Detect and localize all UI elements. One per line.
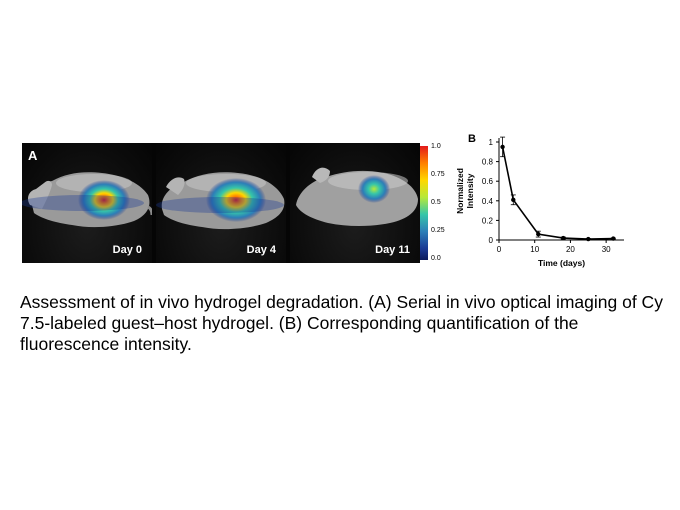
- mouse-tail: [147, 205, 152, 216]
- panel-a-letter: A: [28, 148, 38, 163]
- colorbar-tick-075: 0.75: [431, 171, 445, 178]
- mouse-day-11-svg: [296, 167, 418, 226]
- colorbar-tick-max: 1.0: [431, 143, 441, 150]
- x-tick-label: 30: [602, 245, 611, 254]
- colorbar-tick-05: 0.5: [431, 199, 441, 206]
- fluorescence-signal: [206, 178, 266, 222]
- y-tick-label: 1: [489, 138, 494, 147]
- colorbar: [420, 146, 428, 260]
- mouse-head: [166, 177, 185, 195]
- day-label-4: Day 4: [246, 244, 276, 256]
- x-tick-label: 0: [497, 245, 502, 254]
- x-tick-label: 20: [566, 245, 575, 254]
- series-line: [501, 146, 614, 240]
- day-label-11: Day 11: [375, 244, 410, 256]
- data-point: [500, 144, 505, 150]
- y-tick-label: 0.8: [482, 158, 494, 167]
- mouse-day-0-svg: [22, 172, 152, 228]
- panel-a-imaging: A Day 0: [22, 143, 420, 263]
- data-point: [561, 235, 566, 241]
- mouse-day-4-svg: [156, 172, 285, 230]
- mouse-image-day-0: A Day 0: [22, 143, 152, 263]
- figure-caption: Assessment of in vivo hydrogel degradati…: [20, 292, 663, 354]
- y-tick-label: 0.6: [482, 177, 494, 186]
- fluorescence-signal: [78, 180, 130, 220]
- data-point: [536, 231, 541, 237]
- fluorescence-glow: [156, 197, 284, 213]
- fluorescence-signal: [358, 175, 390, 203]
- x-tick-label: 10: [530, 245, 539, 254]
- y-axis-label-line: Normalized: [455, 168, 465, 214]
- data-point: [586, 236, 591, 242]
- y-axis-label: NormalizedIntensity: [455, 168, 475, 214]
- data-point: [511, 197, 516, 203]
- panel-b-letter: B: [468, 133, 476, 145]
- colorbar-tick-min: 0.0: [431, 255, 441, 262]
- y-tick-label: 0.2: [482, 216, 494, 225]
- data-point: [611, 236, 616, 241]
- colorbar-tick-025: 0.25: [431, 227, 445, 234]
- mouse-image-day-4: Day 4: [156, 143, 286, 263]
- panel-b-chart: B 0 0.2 0.4 0.6 0.8 1 0 10 20 30 Time (days) Normali…: [452, 128, 680, 278]
- y-tick-label: 0.4: [482, 197, 494, 206]
- fluorescence-glow: [22, 195, 144, 211]
- mouse-head: [312, 167, 330, 183]
- x-axis-label: Time (days): [538, 258, 585, 268]
- y-tick-label: 0: [489, 236, 494, 245]
- mouse-head: [28, 180, 52, 209]
- day-label-0: Day 0: [112, 244, 142, 256]
- y-axis-label-line: Intensity: [465, 173, 475, 208]
- mouse-image-day-11: Day 11: [290, 143, 420, 263]
